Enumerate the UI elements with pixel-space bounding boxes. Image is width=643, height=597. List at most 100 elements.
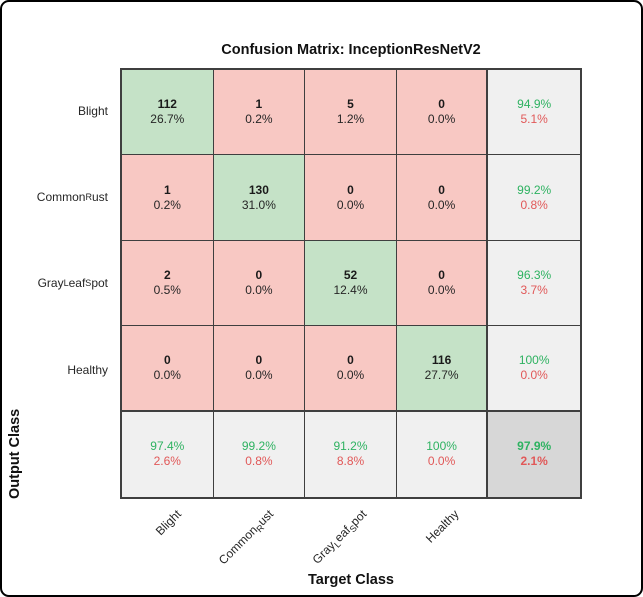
class-label-text: Blight [77, 104, 108, 119]
class-label-text: Healthy [67, 362, 108, 377]
column-summary-cell: 99.2% 0.8% [213, 411, 306, 497]
cell-count: 0 [347, 182, 354, 197]
class-label-subscript: R [85, 192, 92, 203]
cell-percent: 0.0% [245, 282, 273, 297]
cell-percent: 0.0% [427, 282, 456, 297]
cell-count: 52 [343, 267, 358, 282]
cell-percent: 0.2% [245, 112, 273, 127]
cell-percent: 0.0% [336, 367, 365, 382]
cell-count: 130 [248, 182, 269, 197]
chart-title: Confusion Matrix: InceptionResNetV2 [221, 42, 481, 58]
x-tick-label-common-rust: CommonRust [216, 507, 278, 569]
column-summary-cell: 91.2% 8.8% [305, 411, 397, 497]
cell-count: 1 [163, 182, 171, 197]
cell-percent: 0.0% [245, 367, 273, 382]
summary-good-percent: 97.4% [150, 439, 185, 454]
overall-accuracy-cell: 97.9% 2.1% [488, 411, 580, 497]
class-label-text: Healthy [422, 507, 462, 546]
class-label-text: eaf [68, 276, 86, 291]
row-summary-cell: 99.2% 0.8% [488, 155, 580, 241]
row-summary-cell: 94.9% 5.1% [488, 70, 580, 156]
matrix-cell: 52 12.4% [305, 240, 397, 327]
class-label-text: Common [216, 522, 261, 568]
row-summary-cell: 96.3% 3.7% [488, 240, 580, 327]
cell-percent: 0.0% [336, 197, 365, 212]
matrix-cell: 112 26.7% [122, 70, 214, 156]
cell-percent: 12.4% [333, 282, 368, 297]
cell-percent: 1.2% [336, 112, 365, 127]
cell-count: 0 [255, 352, 263, 367]
summary-bad-percent: 0.0% [427, 454, 456, 469]
x-tick-label-gray-leaf-spot: GrayLeafSpot [309, 507, 370, 568]
summary-bad-percent: 0.8% [520, 197, 548, 212]
cell-count: 0 [347, 352, 354, 367]
summary-bad-percent: 2.6% [153, 454, 181, 469]
y-tick-label-blight: Blight [2, 68, 114, 154]
summary-bad-percent: 5.1% [520, 112, 548, 127]
cell-count: 0 [438, 97, 445, 112]
cell-percent: 0.5% [153, 282, 181, 297]
matrix-cell: 0 0.0% [213, 326, 306, 412]
matrix-cell: 0 0.0% [396, 240, 489, 327]
summary-good-percent: 96.3% [517, 267, 552, 282]
cell-count: 5 [347, 97, 354, 112]
matrix-cell: 116 27.7% [396, 326, 489, 412]
cell-percent: 0.0% [427, 197, 456, 212]
class-label-text: ust [91, 190, 108, 205]
cell-count: 0 [438, 182, 445, 197]
cell-count: 116 [431, 352, 452, 367]
matrix-cell: 1 0.2% [213, 70, 306, 156]
matrix-cell: 0 0.0% [305, 155, 397, 241]
x-tick-label-healthy: Healthy [423, 507, 462, 546]
y-tick-label-healthy: Healthy [2, 327, 114, 413]
row-summary-cell: 100% 0.0% [488, 326, 580, 412]
confusion-matrix-grid: 112 26.7% 1 0.2% 5 1.2% 0 0.0% 94.9% 5.1% 1 0.2% 130… [120, 68, 582, 499]
cell-percent: 0.2% [153, 197, 181, 212]
cell-count: 1 [255, 97, 263, 112]
summary-good-percent: 94.9% [517, 97, 552, 112]
matrix-cell: 0 0.0% [213, 240, 306, 327]
summary-bad-percent: 3.7% [520, 282, 548, 297]
matrix-cell: 0 0.0% [122, 326, 214, 412]
column-summary-cell: 97.4% 2.6% [122, 411, 214, 497]
class-label-text: pot [91, 276, 108, 291]
class-label-text: Common [36, 190, 86, 205]
cell-count: 0 [255, 267, 263, 282]
matrix-cell: 0 0.0% [396, 70, 489, 156]
class-label-text: Blight [152, 507, 185, 539]
summary-bad-percent: 0.8% [245, 454, 273, 469]
overall-good-percent: 97.9% [517, 439, 552, 454]
summary-good-percent: 91.2% [333, 439, 368, 454]
matrix-cell: 130 31.0% [213, 155, 306, 241]
matrix-cell: 0 0.0% [396, 155, 489, 241]
cell-count: 112 [157, 97, 177, 112]
overall-bad-percent: 2.1% [520, 454, 548, 469]
cell-percent: 0.0% [427, 112, 456, 127]
class-label-subscript: L [63, 278, 69, 289]
matrix-cell: 2 0.5% [122, 240, 214, 327]
matrix-cell: 0 0.0% [305, 326, 397, 412]
column-summary-cell: 100% 0.0% [396, 411, 489, 497]
class-label-text: Gray [37, 276, 64, 291]
summary-good-percent: 100% [426, 439, 457, 454]
cell-count: 0 [438, 267, 445, 282]
cell-percent: 0.0% [153, 367, 181, 382]
cell-percent: 26.7% [150, 112, 185, 127]
class-label-subscript: S [85, 278, 92, 289]
matrix-cell: 1 0.2% [122, 155, 214, 241]
summary-good-percent: 99.2% [517, 182, 552, 197]
summary-good-percent: 100% [518, 352, 550, 367]
summary-bad-percent: 0.0% [520, 367, 548, 382]
cell-percent: 27.7% [424, 367, 459, 382]
cell-percent: 31.0% [241, 197, 276, 212]
summary-good-percent: 99.2% [241, 439, 276, 454]
x-axis-label: Target Class [308, 572, 394, 588]
summary-bad-percent: 8.8% [336, 454, 365, 469]
x-tick-label-blight: Blight [153, 507, 184, 538]
cell-count: 0 [163, 352, 171, 367]
matrix-cell: 5 1.2% [305, 70, 397, 156]
cell-count: 2 [163, 267, 171, 282]
